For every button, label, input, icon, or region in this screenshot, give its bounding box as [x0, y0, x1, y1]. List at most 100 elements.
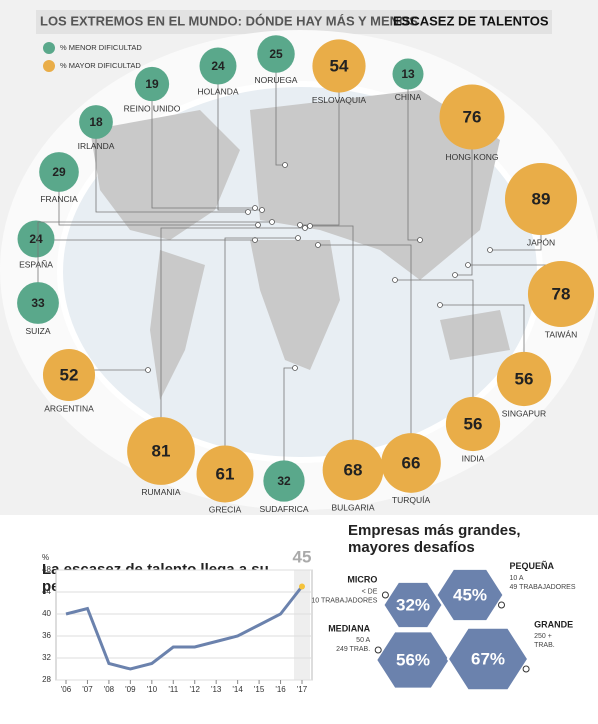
- pin: [295, 235, 301, 241]
- pin: [307, 223, 313, 229]
- leader-line: [310, 225, 354, 470]
- header-highlight: ESCASEZ DE TALENTOS: [393, 13, 549, 28]
- country-name: REINO UNIDO: [124, 103, 181, 113]
- leader-line: [37, 221, 272, 303]
- country-bubble: [392, 58, 424, 90]
- country-value: 32: [277, 474, 291, 488]
- country-bubble: [257, 35, 295, 73]
- country-value: 66: [402, 453, 421, 472]
- country-name: JAPÓN: [527, 237, 555, 247]
- hex-pin: [498, 601, 505, 609]
- pin: [282, 162, 288, 168]
- detail-line: 249 TRAB.: [336, 646, 370, 653]
- x-tick-label: '12: [190, 685, 201, 694]
- pin: [392, 277, 398, 283]
- legend-swatch: [43, 42, 55, 54]
- detail-line: < DE: [362, 588, 378, 595]
- country-name: SUIZA: [25, 326, 50, 336]
- leader-line: [395, 279, 474, 424]
- header-bar: [36, 10, 552, 34]
- y-tick-label: 44: [42, 587, 51, 596]
- country-name: CHINA: [395, 92, 422, 102]
- country-name: GRECIA: [209, 505, 242, 515]
- country-value: 24: [29, 232, 43, 246]
- hex-pin: [381, 591, 389, 599]
- country-value: 13: [401, 67, 415, 81]
- title-line: mayores desafíos: [348, 539, 475, 556]
- x-tick-label: '07: [82, 685, 93, 694]
- hexagon: [446, 626, 530, 692]
- country-value: 56: [515, 369, 534, 388]
- country-value: 29: [52, 165, 66, 179]
- pin: [145, 367, 151, 373]
- group-detail: 10 A 49 TRABAJADORES: [510, 575, 576, 591]
- y-tick-label: 40: [42, 609, 51, 618]
- country-name: HOLANDA: [197, 87, 238, 97]
- x-tick-label: '06: [61, 685, 72, 694]
- pin: [292, 365, 298, 371]
- country-bubble: [527, 260, 595, 328]
- country-bubble: [39, 152, 79, 192]
- x-tick-label: '09: [125, 685, 136, 694]
- country-bubble: [127, 417, 195, 485]
- pin: [255, 222, 261, 228]
- pin: [252, 205, 258, 211]
- country-value: 54: [330, 56, 349, 75]
- pin: [315, 242, 321, 248]
- group-name: PEQUEÑA: [510, 561, 555, 571]
- country-bubble: [445, 396, 501, 452]
- country-value: 25: [269, 47, 283, 61]
- country-value: 56: [464, 414, 483, 433]
- country-value: 52: [60, 365, 79, 384]
- country-value: 81: [152, 441, 171, 460]
- hexagon: [375, 630, 451, 690]
- pin: [437, 302, 443, 308]
- africa: [250, 240, 340, 370]
- country-bubble: [42, 348, 96, 402]
- hex-pin: [522, 665, 530, 673]
- country-name: TURQUÍA: [392, 495, 431, 505]
- highlight-band: [294, 570, 310, 680]
- leader-line: [95, 122, 248, 213]
- country-name: SUDAFRICA: [259, 504, 308, 514]
- x-tick-label: '13: [211, 685, 222, 694]
- country-bubble: [199, 47, 237, 85]
- pin: [252, 237, 258, 243]
- leader-line: [283, 367, 295, 481]
- south-america: [150, 250, 205, 400]
- country-value: 76: [463, 107, 482, 126]
- country-name: ESLOVAQUIA: [312, 95, 366, 105]
- country-bubble: [381, 433, 441, 493]
- y-tick-label: 28: [42, 675, 51, 684]
- country-bubble: [439, 84, 505, 150]
- country-name: SINGAPUR: [502, 408, 546, 418]
- hex-value: 32%: [396, 595, 430, 614]
- y-axis-label: %: [42, 553, 49, 562]
- hex-value: 67%: [471, 649, 505, 668]
- hexagon: [382, 580, 444, 630]
- pin: [302, 225, 308, 231]
- detail-line: 49 TRABAJADORES: [510, 584, 576, 591]
- country-name: BULGARIA: [332, 503, 375, 513]
- country-name: ESPAÑA: [19, 260, 53, 270]
- detail-line: 250 +: [534, 633, 552, 640]
- pin: [259, 207, 265, 213]
- leader-line: [275, 54, 285, 166]
- group-detail: 250 + TRAB.: [534, 633, 555, 649]
- eurasia: [250, 90, 500, 280]
- leader-line: [318, 244, 412, 463]
- legend-swatch: [43, 60, 55, 72]
- header-title: LOS EXTREMOS EN EL MUNDO: DÓNDE HAY MÁS …: [40, 13, 418, 28]
- y-tick-label: 36: [42, 631, 51, 640]
- end-point: [299, 583, 305, 590]
- y-tick-label: 32: [42, 653, 51, 662]
- detail-line: 10 A: [510, 575, 524, 582]
- x-tick-label: '16: [275, 685, 286, 694]
- country-value: 33: [31, 296, 45, 310]
- detail-line: TRAB.: [534, 642, 555, 649]
- line: [65, 585, 304, 671]
- country-bubble: [504, 162, 578, 236]
- north-america: [90, 110, 240, 240]
- pin: [417, 237, 423, 243]
